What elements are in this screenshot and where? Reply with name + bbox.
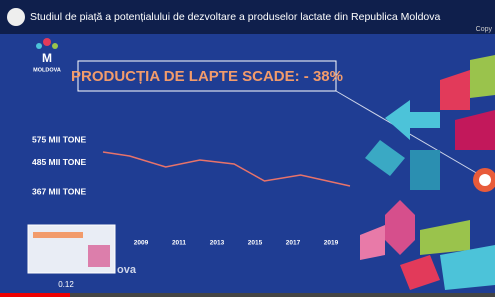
logo-text: MOLDOVA: [33, 67, 61, 73]
page: Studiul de piață a potențialului de dezv…: [0, 0, 495, 297]
x-tick-label: 2013: [210, 240, 225, 247]
slide-heading: PRODUCȚIA DE LAPTE SCADE: - 38%: [71, 68, 343, 85]
x-tick-label: 2011: [172, 240, 186, 247]
thumbnail-heading: [33, 232, 83, 238]
y-tick-label: 485 MII TONE: [32, 157, 86, 167]
x-tick-label: 2019: [324, 240, 339, 247]
progress-track[interactable]: [0, 293, 495, 297]
footer-fragment: ova: [117, 264, 137, 276]
progress-fill: [0, 293, 70, 297]
thumbnail-decoration: [88, 245, 110, 267]
y-tick-label: 367 MII TONE: [32, 186, 86, 196]
channel-icon[interactable]: [7, 8, 25, 26]
logo-letter: M: [42, 51, 52, 65]
video-title[interactable]: Studiul de piață a potențialului de dezv…: [30, 11, 441, 23]
x-tick-label: 2015: [248, 240, 263, 247]
x-tick-label: 2009: [134, 240, 149, 247]
copy-link[interactable]: Copy: [476, 26, 493, 33]
timestamp: 0.12: [58, 280, 74, 289]
x-tick-label: 2017: [286, 240, 301, 247]
y-tick-label: 575 MII TONE: [32, 134, 86, 144]
video-player: Studiul de piață a potențialului de dezv…: [0, 0, 495, 297]
